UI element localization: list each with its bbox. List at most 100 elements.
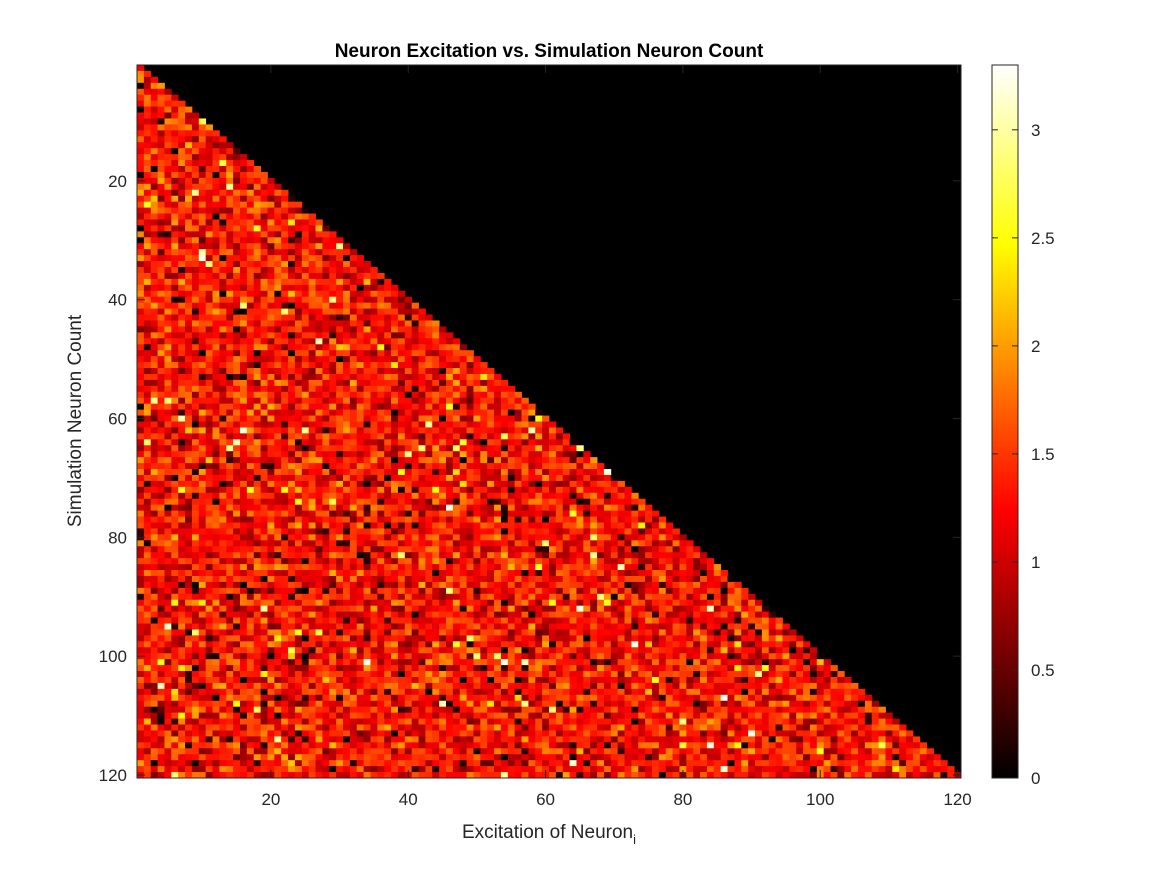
heatmap-cell	[459, 552, 467, 559]
heatmap-cell	[137, 528, 145, 535]
heatmap-cell	[178, 653, 186, 660]
heatmap-cell	[294, 290, 303, 298]
heatmap-cell	[494, 599, 502, 607]
heatmap-cell	[315, 421, 323, 428]
heatmap-cell	[143, 474, 152, 482]
heatmap-cell	[597, 581, 605, 589]
heatmap-cell	[150, 397, 158, 405]
heatmap-cell	[363, 492, 371, 500]
heatmap-cell	[198, 267, 207, 274]
heatmap-cell	[336, 492, 344, 500]
heatmap-cell	[164, 177, 172, 185]
heatmap-cell	[576, 480, 584, 488]
heatmap-cell	[562, 516, 570, 523]
heatmap-cell	[349, 350, 358, 357]
heatmap-cell	[185, 647, 193, 654]
heatmap-cell	[157, 397, 165, 405]
heatmap-cell	[294, 237, 303, 244]
heatmap-cell	[500, 469, 509, 476]
heatmap-cell	[384, 296, 392, 304]
heatmap-cell	[308, 486, 316, 494]
heatmap-cell	[480, 362, 488, 369]
heatmap-cell	[384, 486, 392, 494]
heatmap-cell	[507, 575, 516, 583]
heatmap-cell	[212, 439, 220, 446]
heatmap-cell	[363, 284, 371, 292]
heatmap-cell	[521, 605, 529, 613]
heatmap-cell	[164, 326, 172, 333]
heatmap-cell	[397, 427, 406, 434]
heatmap-cell	[658, 629, 667, 636]
heatmap-cell	[597, 593, 605, 601]
heatmap-cell	[240, 385, 248, 393]
heatmap-cell	[384, 564, 392, 571]
heatmap-cell	[391, 362, 399, 369]
heatmap-cell	[507, 439, 516, 446]
heatmap-cell	[185, 623, 193, 630]
heatmap-cell	[178, 296, 186, 304]
heatmap-cell	[171, 160, 179, 167]
heatmap-cell	[404, 474, 413, 482]
heatmap-cell	[212, 166, 220, 173]
heatmap-cell	[349, 332, 358, 339]
heatmap-cell	[514, 457, 522, 464]
heatmap-cell	[583, 558, 591, 565]
heatmap-cell	[171, 243, 179, 250]
heatmap-cell	[363, 451, 371, 458]
heatmap-cell	[610, 486, 619, 494]
heatmap-cell	[301, 522, 310, 529]
heatmap-cell	[240, 249, 248, 256]
heatmap-cell	[576, 587, 584, 595]
heatmap-cell	[391, 463, 399, 470]
heatmap-cell	[198, 575, 207, 583]
heatmap-cell	[706, 605, 715, 613]
heatmap-cell	[370, 546, 378, 553]
heatmap-cell	[432, 605, 440, 613]
heatmap-cell	[500, 397, 509, 405]
heatmap-cell	[404, 528, 413, 535]
heatmap-cell	[178, 124, 186, 131]
heatmap-cell	[288, 558, 296, 565]
heatmap-cell	[233, 362, 241, 369]
heatmap-cell	[562, 564, 570, 571]
heatmap-cell	[164, 564, 172, 571]
heatmap-cell	[212, 278, 220, 286]
heatmap-cell	[473, 385, 481, 393]
heatmap-cell	[356, 350, 364, 357]
heatmap-cell	[706, 647, 715, 654]
heatmap-cell	[205, 439, 213, 446]
heatmap-cell	[411, 356, 419, 363]
heatmap-cell	[274, 362, 282, 369]
heatmap-cell	[315, 403, 323, 411]
heatmap-cell	[349, 617, 358, 624]
heatmap-cell	[322, 457, 330, 464]
heatmap-cell	[253, 546, 261, 553]
heatmap-cell	[377, 469, 385, 476]
heatmap-cell	[370, 629, 378, 636]
heatmap-cell	[480, 403, 488, 411]
heatmap-cell	[219, 302, 227, 310]
heatmap-cell	[171, 267, 179, 274]
heatmap-cell	[143, 249, 152, 256]
heatmap-cell	[198, 373, 207, 381]
heatmap-cell	[274, 647, 282, 654]
heatmap-cell	[308, 623, 316, 630]
heatmap-cell	[274, 540, 282, 547]
heatmap-cell	[377, 546, 385, 553]
heatmap-cell	[205, 183, 213, 191]
heatmap-cell	[315, 249, 323, 256]
heatmap-cell	[240, 278, 248, 286]
heatmap-cell	[439, 326, 447, 333]
heatmap-cell	[233, 350, 241, 357]
heatmap-cell	[329, 581, 337, 589]
heatmap-cell	[343, 528, 351, 535]
heatmap-cell	[356, 427, 364, 434]
heatmap-cell	[322, 338, 330, 345]
heatmap-cell	[391, 385, 399, 393]
heatmap-cell	[617, 587, 625, 595]
heatmap-cell	[164, 94, 172, 102]
heatmap-cell	[397, 581, 406, 589]
heatmap-cell	[576, 552, 584, 559]
heatmap-cell	[246, 231, 255, 238]
heatmap-cell	[336, 362, 344, 369]
